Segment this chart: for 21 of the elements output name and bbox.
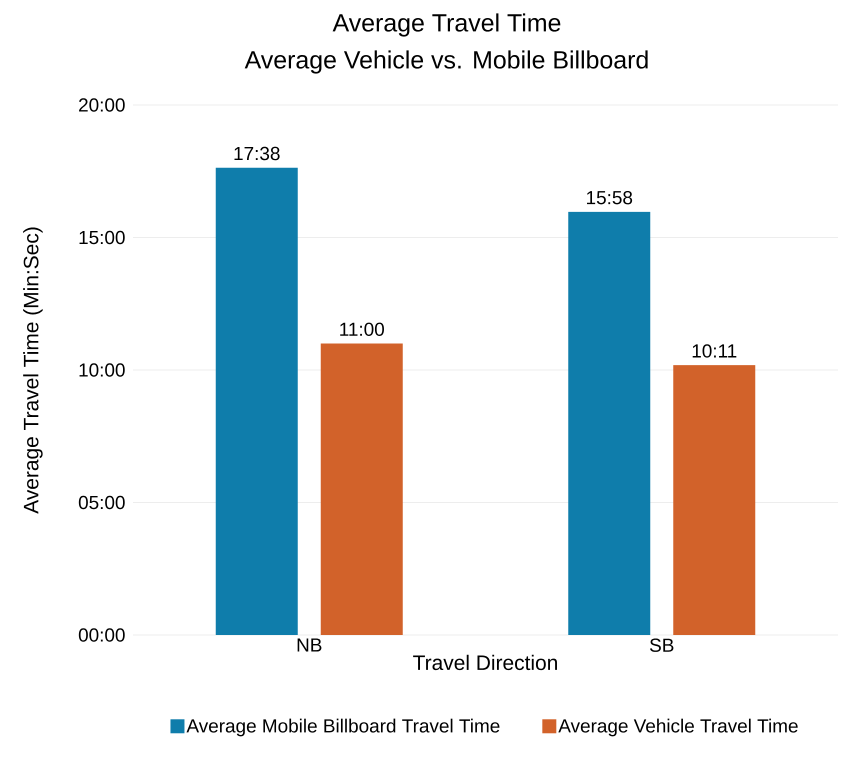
- data-label: 11:00: [340, 322, 384, 336]
- y-tick-label: 00:00: [78, 628, 125, 642]
- chart-title: Average Travel Time: [332, 13, 560, 37]
- legend-label: Average Vehicle Travel Time: [558, 718, 798, 736]
- data-label: 15:58: [587, 190, 632, 204]
- x-axis-title: Travel Direction: [413, 654, 557, 670]
- data-label: 10:11: [692, 344, 736, 358]
- y-tick-label: 05:00: [78, 496, 125, 510]
- bar: [320, 343, 403, 635]
- x-tick-label: NB: [298, 638, 322, 652]
- y-tick-label: 20:00: [79, 98, 125, 112]
- y-tick-label: 15:00: [80, 230, 125, 244]
- y-tick-label: 10:00: [80, 363, 125, 377]
- bar: [568, 212, 650, 635]
- bar: [673, 365, 756, 635]
- data-label: 17:38: [234, 146, 280, 160]
- bar: [216, 168, 298, 635]
- chart-subtitle: Average Vehicle vs. Mobile Billboard: [244, 50, 648, 74]
- x-tick-label: SB: [650, 638, 674, 652]
- legend-label: Average Mobile Billboard Travel Time: [186, 718, 500, 736]
- y-axis-title: Average Travel Time (Min:Sec): [23, 228, 43, 514]
